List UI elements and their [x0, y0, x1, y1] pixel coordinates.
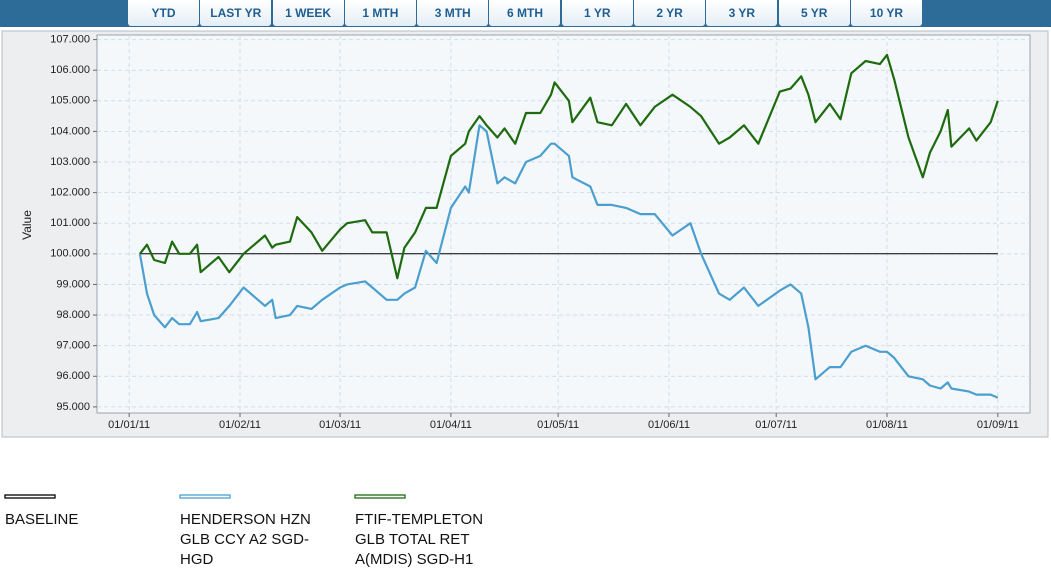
- y-tick-label: 104.000: [50, 125, 90, 137]
- x-tick-label: 01/02/11: [219, 419, 261, 431]
- y-tick-label: 107.000: [50, 33, 90, 45]
- range-button[interactable]: 1 YR: [561, 0, 633, 26]
- legend-label: BASELINE: [5, 511, 79, 528]
- y-tick-label: 97.000: [56, 340, 90, 352]
- x-tick-label: 01/05/11: [537, 419, 579, 431]
- x-tick-label: 01/06/11: [648, 419, 690, 431]
- y-tick-label: 96.000: [56, 370, 90, 382]
- legend-label: HENDERSON HZN GLB CCY A2 SGD-HGD: [180, 511, 311, 568]
- range-button[interactable]: 3 YR: [706, 0, 778, 26]
- y-tick-label: 105.000: [50, 95, 90, 107]
- range-buttons: YTD LAST YR 1 WEEK 1 MTH 3 MTH 6 MTH 1 YR 2 YR 3…: [128, 0, 923, 26]
- y-tick-label: 100.000: [50, 248, 90, 260]
- x-tick-label: 01/03/11: [319, 419, 361, 431]
- legend-swatch: [354, 494, 406, 499]
- legend-label: FTIF-TEMPLETON GLB TOTAL RET A(MDIS) SGD…: [355, 511, 484, 568]
- range-button[interactable]: 5 YR: [778, 0, 850, 26]
- range-button[interactable]: 1 MTH: [344, 0, 416, 26]
- range-button[interactable]: YTD: [128, 0, 199, 26]
- range-button[interactable]: 6 MTH: [489, 0, 561, 26]
- x-tick-label: 01/08/11: [866, 419, 908, 431]
- x-tick-label: 01/04/11: [430, 419, 472, 431]
- x-tick-label: 01/09/11: [977, 419, 1019, 431]
- range-button[interactable]: 10 YR: [850, 0, 922, 26]
- y-tick-label: 99.000: [56, 278, 90, 290]
- series-line: [139, 53, 999, 280]
- legend-swatch: [179, 494, 231, 499]
- y-tick-label: 98.000: [56, 309, 90, 321]
- range-button[interactable]: 1 WEEK: [272, 0, 344, 26]
- series-line: [138, 124, 999, 399]
- range-button[interactable]: 3 MTH: [417, 0, 489, 26]
- range-button[interactable]: 2 YR: [634, 0, 706, 26]
- x-tick-label: 01/07/11: [755, 419, 797, 431]
- y-tick-label: 95.000: [56, 401, 90, 413]
- legend-swatch: [4, 494, 56, 499]
- plot-area: [96, 34, 1031, 414]
- y-tick-label: 106.000: [50, 64, 90, 76]
- x-tick-label: 01/01/11: [108, 419, 150, 431]
- y-tick-label: 101.000: [50, 217, 90, 229]
- range-button[interactable]: LAST YR: [200, 0, 272, 26]
- y-tick-label: 103.000: [50, 156, 90, 168]
- y-tick-label: 102.000: [50, 187, 90, 199]
- y-axis-label: Value: [20, 210, 34, 240]
